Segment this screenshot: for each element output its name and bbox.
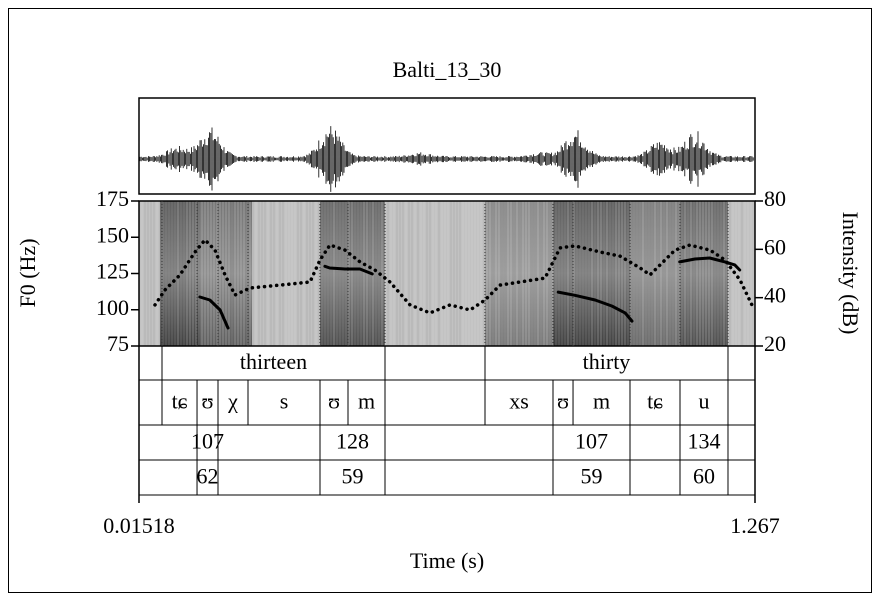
tier-label: 134 [687, 429, 720, 454]
tier-label: m [593, 389, 610, 414]
tier-label: tɕ [647, 389, 663, 414]
tier-label: thirteen [240, 349, 307, 374]
tier-label: s [280, 389, 289, 414]
tier-label: ʊ [201, 389, 213, 414]
y2-tick-label: 60 [764, 234, 786, 259]
tier-label: 59 [581, 464, 603, 489]
formant-band [485, 201, 555, 346]
waveform [139, 126, 754, 192]
formant-band [680, 201, 728, 346]
y-tick-label: 100 [96, 295, 129, 320]
y-axis-label: F0 (Hz) [15, 238, 40, 307]
x-axis-label: Time (s) [410, 548, 484, 573]
tier-label: χ [227, 389, 238, 414]
chart-title: Balti_13_30 [393, 57, 502, 82]
y-tick-label: 150 [96, 222, 129, 247]
y-tick-label: 125 [96, 259, 129, 284]
y2-tick-label: 80 [764, 186, 786, 211]
formant-band [160, 201, 200, 346]
tier-label: xs [509, 389, 529, 414]
intensity-curve [153, 238, 754, 315]
formant-band [630, 201, 680, 346]
y-tick-label: 75 [107, 331, 129, 356]
x-tick-label: 0.01518 [103, 513, 175, 538]
tier-label: u [698, 389, 709, 414]
tier-label: ʊ [557, 389, 569, 414]
y-tick-label: 175 [96, 186, 129, 211]
y2-tick-label: 40 [764, 283, 786, 308]
waveform-trace [139, 126, 754, 192]
y2-tick-label: 20 [764, 331, 786, 356]
tier-label: tɕ [172, 389, 188, 414]
formant-band [553, 201, 630, 346]
tier-label: 107 [575, 429, 608, 454]
spectrogram-energy [141, 201, 752, 346]
y2-axis-label: Intensity (dB) [838, 212, 863, 335]
tier-label: 60 [693, 464, 715, 489]
tier-label: 107 [191, 429, 224, 454]
tier-label: ʊ [328, 389, 340, 414]
x-tick-label: 1.267 [730, 513, 780, 538]
tier-label: 62 [197, 464, 219, 489]
waveform-box [138, 97, 756, 195]
tier-label: thirty [583, 349, 631, 374]
tier-label: 59 [342, 464, 364, 489]
tier-label: m [358, 389, 375, 414]
tier-label: 128 [336, 429, 369, 454]
f0-curve [198, 256, 742, 330]
formant-band [320, 201, 385, 346]
